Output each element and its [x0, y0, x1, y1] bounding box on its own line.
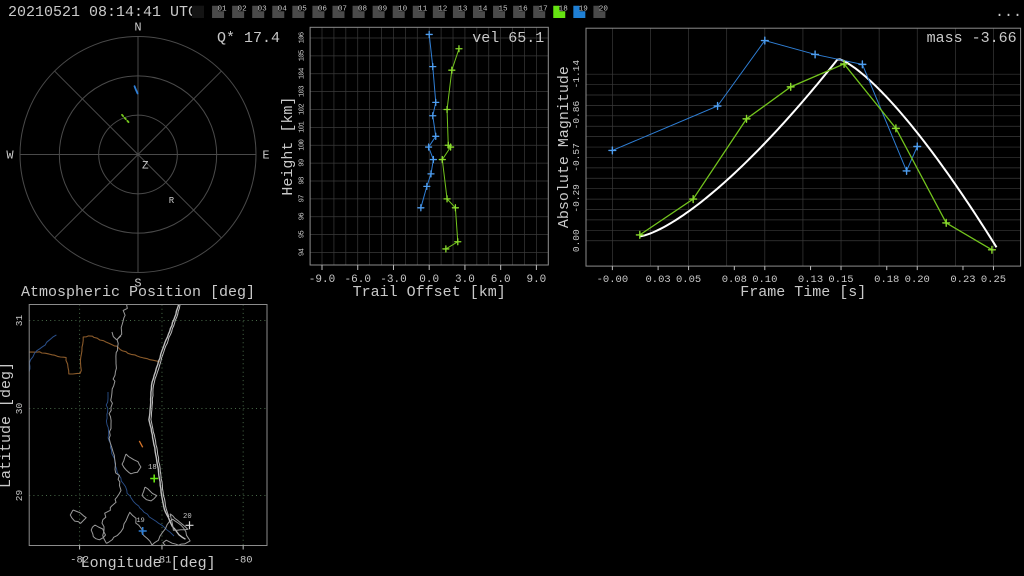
svg-text:Absolute Magnitude: Absolute Magnitude: [556, 66, 573, 228]
svg-text:mass -3.66: mass -3.66: [927, 30, 1017, 47]
svg-text:-9.0: -9.0: [309, 274, 335, 286]
svg-text:Frame Time [s]: Frame Time [s]: [740, 284, 866, 301]
svg-text:11: 11: [418, 5, 428, 13]
svg-text:99: 99: [299, 159, 307, 167]
svg-text:17: 17: [539, 5, 548, 13]
svg-text:15: 15: [498, 5, 508, 13]
svg-text:30: 30: [14, 403, 25, 415]
svg-text:96: 96: [299, 213, 307, 221]
svg-text:06: 06: [318, 5, 328, 13]
svg-text:03: 03: [258, 5, 268, 13]
svg-text:97: 97: [299, 195, 307, 203]
svg-text:E: E: [262, 149, 269, 163]
svg-text:vel 65.1: vel 65.1: [472, 30, 544, 47]
svg-text:-80: -80: [234, 555, 253, 567]
svg-text:20: 20: [599, 5, 609, 13]
svg-text:13: 13: [458, 5, 468, 13]
svg-text:20210521 08:14:41 UTC: 20210521 08:14:41 UTC: [8, 4, 197, 21]
svg-text:95: 95: [299, 231, 307, 239]
svg-text:12: 12: [438, 5, 448, 13]
svg-text:W: W: [6, 149, 14, 163]
svg-text:Height [km]: Height [km]: [280, 97, 297, 196]
svg-text:18: 18: [148, 464, 157, 472]
svg-text:18: 18: [559, 5, 569, 13]
svg-text:09: 09: [378, 5, 388, 13]
svg-text:0.00: 0.00: [571, 229, 582, 252]
svg-text:04: 04: [278, 5, 288, 13]
svg-text:R: R: [169, 196, 175, 206]
svg-text:100: 100: [299, 139, 307, 150]
svg-text:104: 104: [299, 67, 307, 79]
svg-text:01: 01: [217, 5, 227, 13]
svg-text:Q* 17.4: Q* 17.4: [217, 30, 280, 47]
svg-text:07: 07: [338, 5, 347, 13]
svg-text:10: 10: [398, 5, 408, 13]
svg-text:Z: Z: [142, 161, 149, 173]
svg-text:103: 103: [299, 86, 307, 97]
svg-text:-0.00: -0.00: [597, 274, 629, 286]
svg-text:0.05: 0.05: [676, 274, 701, 286]
svg-text:0.18: 0.18: [874, 274, 899, 286]
svg-text:...: ...: [995, 4, 1022, 21]
svg-text:02: 02: [238, 5, 248, 13]
svg-text:0.25: 0.25: [981, 274, 1006, 286]
svg-text:Latitude [deg]: Latitude [deg]: [0, 362, 15, 488]
svg-text:N: N: [134, 21, 141, 35]
svg-text:98: 98: [299, 177, 307, 185]
svg-text:16: 16: [519, 5, 529, 13]
svg-text:19: 19: [579, 5, 589, 13]
svg-text:106: 106: [299, 32, 307, 43]
svg-text:Trail Offset [km]: Trail Offset [km]: [353, 284, 506, 301]
svg-text:31: 31: [14, 315, 25, 327]
svg-text:Longitude [deg]: Longitude [deg]: [81, 555, 216, 572]
svg-text:14: 14: [478, 5, 488, 13]
svg-text:Atmospheric Position [deg]: Atmospheric Position [deg]: [21, 284, 255, 301]
svg-text:0.20: 0.20: [905, 274, 930, 286]
svg-text:29: 29: [14, 490, 25, 502]
svg-text:101: 101: [299, 121, 307, 133]
svg-text:9.0: 9.0: [526, 274, 546, 286]
svg-text:19: 19: [137, 517, 145, 525]
svg-text:05: 05: [298, 5, 308, 13]
svg-text:102: 102: [299, 104, 307, 115]
svg-text:105: 105: [299, 50, 307, 61]
svg-text:20: 20: [183, 513, 192, 521]
svg-text:0.03: 0.03: [645, 274, 670, 286]
svg-text:0.23: 0.23: [950, 274, 975, 286]
svg-text:08: 08: [358, 5, 368, 13]
